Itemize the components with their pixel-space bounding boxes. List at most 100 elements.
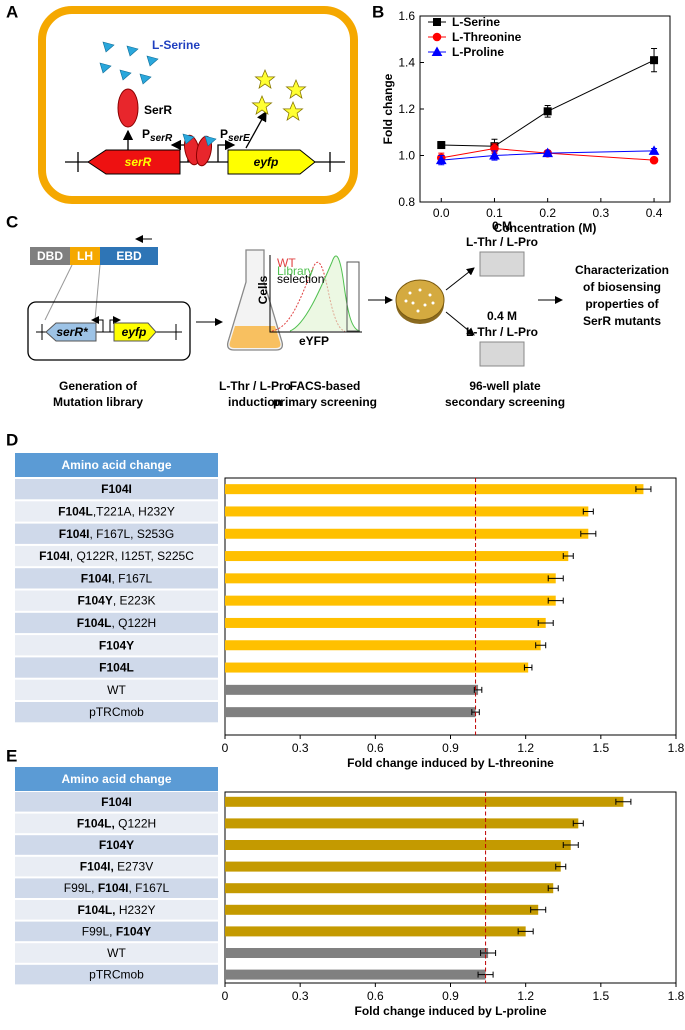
error-bar	[517, 928, 534, 935]
category-label: WT	[107, 683, 126, 697]
panel-label: A	[6, 3, 18, 22]
category-label: F104Y, E223K	[77, 594, 155, 608]
x-tick-label: 0.3	[292, 741, 309, 755]
domain-label: LH	[77, 249, 93, 263]
table-row	[15, 657, 218, 678]
error-bar	[547, 575, 564, 582]
x-tick-label: 1.2	[517, 741, 534, 755]
plate-concentration: 0.4 M	[487, 309, 517, 323]
bar	[225, 573, 556, 584]
category-label: F104Y	[99, 638, 134, 652]
promoter-sub: serE	[228, 133, 250, 144]
y-tick-label: 1.4	[398, 56, 415, 70]
table-row	[15, 568, 218, 589]
x-tick-label: 0.2	[539, 206, 556, 220]
error-bar	[537, 619, 554, 626]
legend-marker	[433, 18, 441, 26]
category-segment: F104Y	[99, 838, 134, 852]
result-label: properties of	[585, 297, 659, 311]
category-segment: F99L,	[82, 924, 116, 938]
domain-label: DBD	[37, 249, 63, 263]
panel-label: D	[6, 431, 18, 450]
error-bar	[523, 664, 533, 671]
plate-concentration: 0 M	[492, 219, 512, 233]
x-axis-label: Concentration (M)	[494, 221, 597, 235]
marker	[648, 145, 660, 155]
plot-frame	[224, 477, 677, 736]
histogram-legend: selection	[277, 272, 324, 286]
legend-label: L-Proline	[452, 45, 504, 59]
category-label: F104I, F167L	[81, 571, 153, 585]
category-segment: F104L,	[77, 903, 115, 917]
category-label: F104L, H232Y	[77, 903, 155, 917]
serr-dimer	[182, 133, 217, 167]
bar	[225, 617, 546, 628]
step-label: Mutation library	[53, 395, 143, 409]
category-label: F104I	[101, 482, 132, 496]
error-bar	[635, 486, 652, 493]
error-bar	[530, 906, 547, 913]
zoom-line	[94, 264, 101, 321]
table-row	[15, 479, 218, 500]
marker	[489, 149, 500, 160]
category-label: pTRCmob	[89, 968, 144, 982]
error-bar	[580, 530, 597, 537]
category-segment: F104L	[77, 616, 112, 630]
promoter-main: P	[220, 127, 228, 141]
y-tick-label: 0.8	[398, 195, 415, 209]
x-tick-label: 0.3	[292, 989, 309, 1003]
table-row	[15, 900, 218, 920]
bar	[225, 904, 539, 915]
category-segment: , F167L	[111, 571, 152, 585]
legend-label: L-Serine	[452, 15, 500, 29]
y-axis-label: Fold change	[381, 73, 395, 144]
error-bar	[547, 885, 559, 892]
x-tick-label: 0.4	[646, 206, 663, 220]
facs-histogram	[269, 255, 362, 333]
category-label: F104I, E273V	[80, 860, 153, 874]
error-bar	[572, 820, 584, 827]
x-tick-label: 0.1	[486, 206, 503, 220]
bar	[225, 506, 589, 517]
category-segment: F104Y	[99, 638, 134, 652]
domain-label: EBD	[116, 249, 142, 263]
bar	[225, 640, 541, 651]
x-tick-label: 1.5	[592, 989, 609, 1003]
category-label: WT	[107, 946, 126, 960]
x-tick-label: 0	[222, 989, 229, 1003]
x-tick-label: 0	[222, 741, 229, 755]
well-plate	[479, 341, 525, 367]
step-label: 96-well plate	[469, 379, 541, 393]
bar	[225, 948, 489, 958]
x-tick-label: 0.6	[367, 989, 384, 1003]
category-label: pTRCmob	[89, 705, 144, 719]
gene-label: eyfp	[254, 155, 279, 169]
y-tick-label: 1.2	[398, 102, 415, 116]
table-header	[15, 767, 218, 791]
table-row	[15, 702, 218, 723]
legend-marker	[432, 32, 442, 42]
category-label: F104L, Q122H	[77, 616, 156, 630]
category-label: F99L, F104Y	[82, 924, 151, 938]
bar	[225, 840, 571, 850]
marker	[649, 155, 659, 165]
error-bar	[555, 863, 567, 870]
category-segment: , Q122R, I125T, S225C	[70, 549, 194, 563]
ligand-label: L-Serine	[152, 38, 200, 52]
histogram-legend: WT	[277, 256, 296, 270]
x-tick-label: 0.6	[367, 741, 384, 755]
plate-ligand: L-Thr / L-Pro	[466, 325, 538, 339]
promoter-arrow	[109, 316, 121, 332]
category-segment: Q122H	[115, 816, 156, 830]
category-label: F104I, Q122R, I125T, S225C	[39, 549, 194, 563]
table-row	[15, 964, 218, 985]
category-segment: H232Y	[115, 903, 155, 917]
x-tick-label: 1.5	[592, 741, 609, 755]
category-segment: F104Y	[77, 594, 112, 608]
domain	[100, 247, 158, 265]
gene-label: serR	[125, 155, 152, 169]
zoom-line	[44, 264, 73, 321]
category-segment: , Q122H	[111, 616, 156, 630]
